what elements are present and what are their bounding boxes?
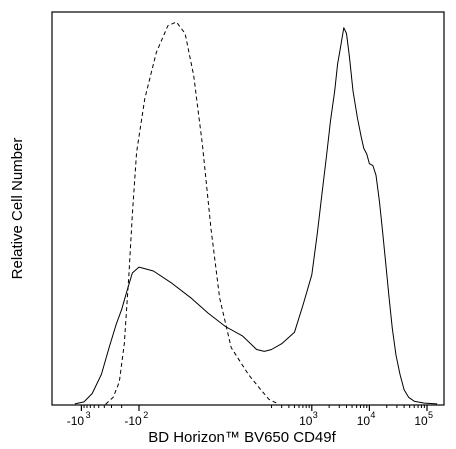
x-tick-exponent: 4 <box>370 410 375 420</box>
plot-frame <box>51 11 445 406</box>
x-axis-title: BD Horizon™ BV650 CD49f <box>148 429 336 446</box>
x-axis-ticks: -10 3 -10 2 10 3 10 4 10 5 <box>67 405 433 428</box>
x-tick-label: -10 <box>124 414 142 428</box>
histogram-series <box>74 21 438 405</box>
stained-sample-curve <box>74 27 438 405</box>
x-tick-exponent: 3 <box>313 410 318 420</box>
y-axis-title: Relative Cell Number <box>9 138 26 280</box>
x-tick-label: 10 <box>299 414 313 428</box>
axes <box>51 11 445 406</box>
x-tick-label: -10 <box>67 414 85 428</box>
x-tick-exponent: 5 <box>428 410 433 420</box>
x-tick-label: 10 <box>357 414 371 428</box>
x-tick-exponent: 3 <box>86 410 91 420</box>
x-tick-exponent: 2 <box>143 410 148 420</box>
x-tick-label: 10 <box>414 414 428 428</box>
isotype-control-curve <box>105 21 279 405</box>
